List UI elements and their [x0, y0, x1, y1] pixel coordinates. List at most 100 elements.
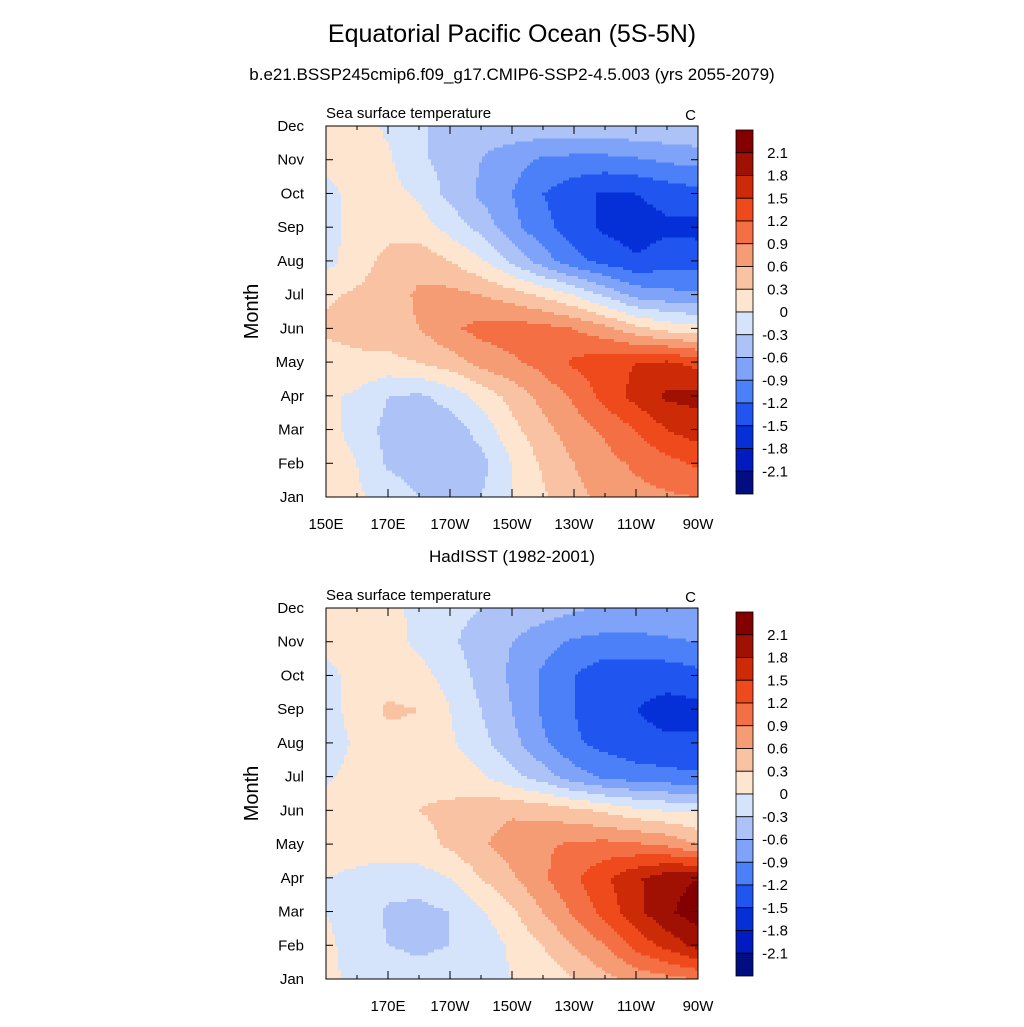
x-tick-label: 150W	[492, 516, 532, 533]
sst-contour-panel-observed: Jan Feb Mar Apr May Jun Jul Aug Sep Oct Nov Dec 170E…	[241, 587, 788, 1015]
main-title: Equatorial Pacific Ocean (5S-5N)	[327, 20, 697, 48]
colorbar-box	[735, 952, 754, 977]
x-tick-label: 130W	[554, 516, 594, 533]
colorbar-label: 1.2	[767, 695, 788, 712]
colorbar-label: -2.1	[762, 945, 788, 962]
colorbar-box	[735, 657, 754, 681]
colorbar-box	[735, 357, 754, 381]
colorbar-box	[735, 379, 754, 404]
colorbar-box	[735, 175, 754, 199]
colorbar-box	[735, 793, 754, 818]
y-tick-label: Aug	[277, 253, 304, 270]
sst-field	[326, 126, 699, 498]
variable-label: Sea surface temperature	[326, 587, 491, 604]
colorbar-box	[735, 748, 754, 772]
y-tick-label: Feb	[278, 937, 304, 954]
colorbar-label: -0.6	[762, 832, 788, 849]
colorbar-box	[735, 402, 754, 427]
colorbar-box	[735, 129, 754, 154]
colorbar-box	[735, 770, 754, 795]
colorbar-box	[735, 243, 754, 267]
x-tick-label: 170W	[430, 516, 470, 533]
y-tick-label: Oct	[281, 667, 305, 684]
y-tick-label: Jan	[280, 971, 304, 988]
units-label: C	[685, 107, 696, 124]
colorbar-label: 0.9	[767, 236, 788, 253]
sst-field	[326, 608, 699, 980]
x-tick-label: 150W	[492, 998, 532, 1015]
x-tick-label: 150E	[308, 516, 343, 533]
y-tick-label: Feb	[278, 455, 304, 472]
colorbar-label: -0.3	[762, 327, 788, 344]
colorbar-label: -1.5	[762, 900, 788, 917]
y-tick-label: Dec	[277, 600, 304, 617]
colorbar-box	[735, 839, 754, 863]
colorbar-label: -1.2	[762, 877, 788, 894]
y-tick-label: Sep	[277, 219, 304, 236]
panel-2-title: HadISST (1982-2001)	[428, 547, 595, 566]
colorbar-box	[735, 266, 754, 290]
sst-contour-panel-model: Jan Feb Mar Apr May Jun Jul Aug Sep Oct Nov Dec 150E…	[241, 105, 788, 533]
colorbar-label: -0.9	[762, 372, 788, 389]
x-tick-label: 90W	[683, 998, 715, 1015]
colorbar-label: -1.8	[762, 923, 788, 940]
colorbar-label: 0.9	[767, 718, 788, 735]
x-tick-label: 170E	[370, 516, 405, 533]
x-tick-label: 110W	[617, 998, 656, 1015]
colorbar-label: -1.5	[762, 418, 788, 435]
colorbar-box	[735, 311, 754, 336]
x-tick-label: 110W	[617, 516, 656, 533]
colorbar: 2.1 1.8 1.5 1.2 0.9 0.6 0.3 0 -0.3 -0.6 -0.9 -1.2 -1…	[735, 129, 788, 495]
colorbar-label: -0.3	[762, 809, 788, 826]
colorbar-box	[735, 907, 754, 931]
colorbar-label: 0.3	[767, 281, 788, 298]
colorbar-label: 1.5	[767, 672, 788, 689]
colorbar-box	[735, 425, 754, 449]
colorbar-box	[735, 197, 754, 222]
y-tick-label: Nov	[277, 634, 304, 651]
y-tick-label: Jul	[285, 769, 304, 786]
colorbar-label: 2.1	[767, 145, 788, 162]
y-tick-label: Mar	[278, 904, 304, 921]
colorbar-box	[735, 152, 754, 176]
colorbar-label: -1.8	[762, 441, 788, 458]
colorbar-box	[735, 816, 754, 840]
y-tick-label: Dec	[277, 118, 304, 135]
colorbar-box	[735, 930, 754, 954]
y-tick-label: Jun	[280, 320, 304, 337]
colorbar-label: -2.1	[762, 463, 788, 480]
colorbar-label: 0	[780, 786, 788, 803]
colorbar-label: -0.6	[762, 350, 788, 367]
colorbar-label: 0.6	[767, 259, 788, 276]
y-tick-label: May	[276, 354, 305, 371]
colorbar-box	[735, 725, 754, 749]
y-axis-title: Month	[241, 766, 263, 822]
y-tick-label: Mar	[278, 422, 304, 439]
colorbar-label: 0.6	[767, 741, 788, 758]
y-tick-label: Jun	[280, 802, 304, 819]
y-tick-label: Oct	[281, 185, 305, 202]
colorbar-label: 1.8	[767, 650, 788, 667]
colorbar-label: -1.2	[762, 395, 788, 412]
y-tick-label: Apr	[281, 388, 304, 405]
y-tick-label: Jul	[285, 287, 304, 304]
colorbar-label: 2.1	[767, 627, 788, 644]
variable-label: Sea surface temperature	[326, 105, 491, 122]
y-axis-title: Month	[241, 284, 263, 340]
colorbar-label: -0.9	[762, 854, 788, 871]
x-tick-label: 130W	[554, 998, 594, 1015]
y-tick-label: Aug	[277, 735, 304, 752]
case-subtitle: b.e21.BSSP245cmip6.f09_g17.CMIP6-SSP2-4.…	[249, 65, 775, 84]
colorbar-box	[735, 448, 754, 472]
colorbar-box	[735, 861, 754, 886]
colorbar-label: 1.5	[767, 190, 788, 207]
y-tick-label: May	[276, 836, 305, 853]
colorbar-box	[735, 220, 754, 245]
colorbar-box	[735, 288, 754, 313]
colorbar-label: 0	[780, 304, 788, 321]
y-tick-label: Sep	[277, 701, 304, 718]
colorbar-label: 0.3	[767, 763, 788, 780]
y-tick-label: Nov	[277, 152, 304, 169]
x-tick-label: 90W	[683, 516, 715, 533]
colorbar-label: 1.8	[767, 168, 788, 185]
